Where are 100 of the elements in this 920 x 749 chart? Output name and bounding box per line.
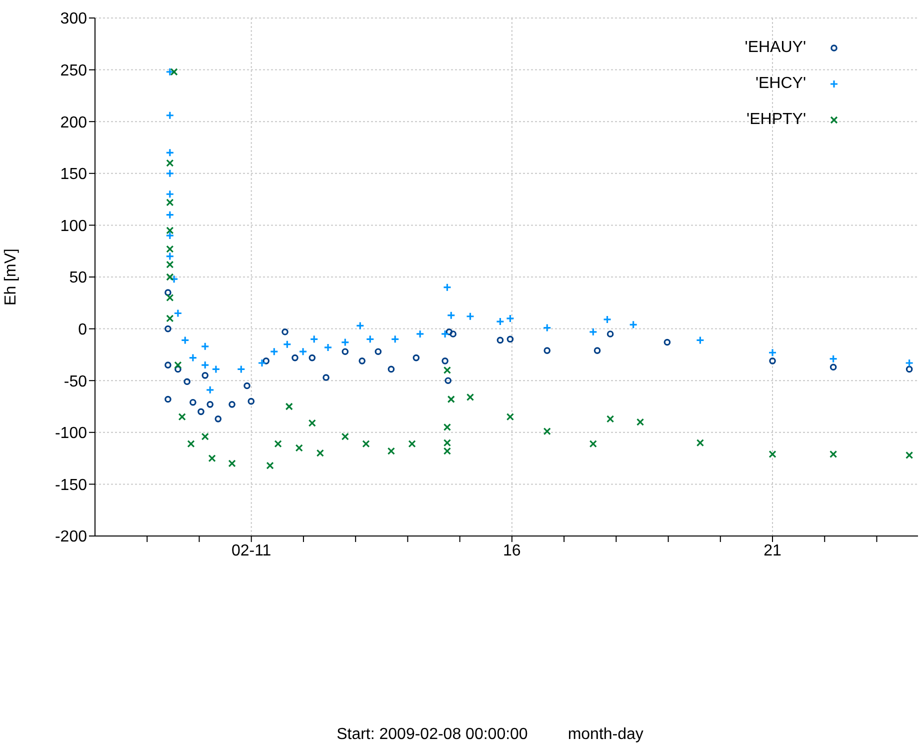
point (166, 148, 174, 157)
x-tick-label: 21 (764, 542, 782, 560)
y-tick-label: -100 (54, 425, 88, 442)
point (282, 340, 292, 349)
y-tick-label: 250 (60, 62, 88, 80)
point (166, 314, 174, 322)
point (206, 401, 214, 408)
point (174, 308, 182, 318)
point (356, 321, 364, 330)
point (341, 432, 349, 440)
point (166, 169, 174, 178)
point (308, 419, 316, 427)
text: month-day (568, 726, 644, 743)
point (696, 438, 704, 447)
point (768, 450, 776, 458)
point (174, 361, 182, 369)
point (208, 454, 216, 462)
legend-label: 'EHCY' (755, 75, 806, 93)
point (174, 366, 182, 373)
point (200, 342, 210, 351)
point (322, 374, 330, 381)
point (258, 358, 266, 368)
legend-label: 'EHAUY' (744, 39, 806, 57)
point (629, 320, 638, 329)
point (166, 252, 174, 261)
point (248, 398, 255, 405)
y-tick-label: 50 (69, 270, 88, 287)
x-tick-label: 02-11 (231, 542, 272, 560)
point (164, 362, 172, 368)
y-tick-label: 200 (60, 114, 88, 132)
point (696, 336, 704, 344)
point (506, 314, 514, 323)
point (440, 330, 450, 338)
point (274, 440, 282, 448)
point (829, 354, 838, 364)
legend-label: 'EHPTY' (746, 111, 806, 129)
point (387, 447, 395, 455)
point (443, 447, 452, 455)
point (447, 395, 455, 404)
point (166, 210, 174, 220)
point (166, 226, 174, 234)
point (228, 401, 236, 408)
x-tick-label: 16 (503, 542, 521, 560)
point (228, 460, 236, 468)
point (166, 294, 174, 302)
point (496, 336, 504, 344)
point (214, 416, 222, 422)
point (664, 338, 671, 346)
point (262, 358, 270, 364)
point (390, 334, 400, 344)
point (543, 428, 551, 436)
point (206, 386, 214, 394)
point (266, 462, 274, 470)
point (443, 438, 452, 447)
point (295, 444, 303, 452)
point (201, 432, 209, 440)
point (358, 358, 366, 364)
point (236, 364, 246, 374)
point (768, 348, 777, 357)
point (166, 198, 174, 206)
point (244, 382, 250, 390)
point (270, 347, 278, 356)
y-tick-label: 0 (78, 321, 88, 338)
point (166, 111, 174, 120)
point (180, 336, 190, 344)
point (606, 330, 614, 338)
point (164, 325, 172, 332)
point (442, 283, 452, 292)
point (366, 334, 374, 344)
point (187, 440, 195, 448)
point (446, 328, 453, 336)
point (310, 334, 318, 344)
point (906, 451, 914, 459)
point (450, 330, 456, 338)
point (316, 449, 324, 457)
point (830, 450, 838, 458)
point (416, 330, 424, 338)
y-axis-title: Eh [mV] (2, 248, 20, 306)
point (212, 364, 220, 374)
point (166, 273, 174, 281)
point (769, 358, 776, 364)
point (594, 347, 601, 354)
point (292, 354, 298, 362)
point (342, 348, 349, 355)
y-tick-label: 100 (60, 218, 88, 235)
point (906, 366, 913, 373)
point (166, 190, 174, 198)
point (190, 398, 196, 406)
point (164, 396, 172, 403)
point (442, 358, 448, 364)
point (408, 440, 416, 448)
text: Start: 2009-02-08 00:00:00 (336, 726, 528, 743)
point (178, 413, 186, 421)
point (298, 347, 308, 356)
y-tick-label: -200 (54, 528, 88, 546)
point (170, 274, 178, 284)
y-tick-label: 150 (60, 166, 88, 184)
point (443, 366, 452, 374)
point (282, 328, 288, 336)
point (166, 260, 174, 268)
